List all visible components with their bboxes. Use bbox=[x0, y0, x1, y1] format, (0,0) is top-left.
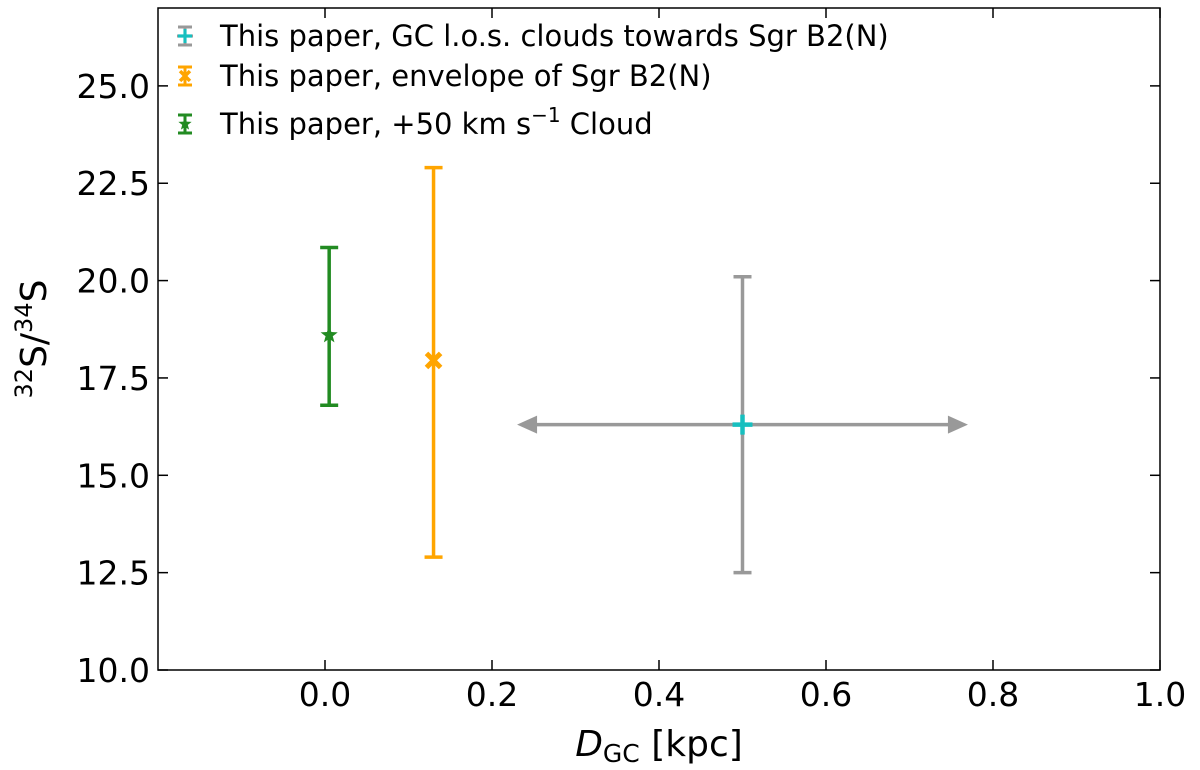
x-tick-label: 0.8 bbox=[967, 675, 1019, 714]
y-tick-label: 22.5 bbox=[77, 164, 150, 203]
legend-label-sup: −1 bbox=[531, 103, 560, 127]
x-tick-label: 0.0 bbox=[299, 675, 351, 714]
legend: This paper, GC l.o.s. clouds towards Sgr… bbox=[177, 19, 889, 141]
legend-label-main: This paper, +50 km s bbox=[219, 107, 531, 141]
legend-label-end: Cloud bbox=[561, 107, 653, 141]
arrow-left bbox=[517, 415, 538, 434]
x-tick-label: 0.4 bbox=[633, 675, 685, 714]
x-axis-title-main: D bbox=[575, 724, 603, 765]
series-1 bbox=[424, 165, 443, 559]
data-point bbox=[320, 326, 338, 343]
y-axis-title-sup1: 32 bbox=[10, 368, 38, 399]
x-axis: 0.0 0.2 0.4 0.6 0.8 1.0 bbox=[299, 8, 1186, 714]
y-axis-title-sup2: 34 bbox=[10, 302, 38, 333]
y-tick-label: 17.5 bbox=[77, 359, 150, 398]
y-axis: 10.0 12.5 15.0 17.5 20.0 22.5 25.0 bbox=[77, 67, 1160, 690]
legend-marker-shape bbox=[178, 69, 192, 83]
legend-label: This paper, envelope of Sgr B2(N) bbox=[219, 59, 712, 93]
y-axis-title-end: S bbox=[14, 280, 55, 303]
y-tick-label: 12.5 bbox=[77, 554, 150, 593]
x-axis-title: DGC [kpc] bbox=[575, 724, 743, 768]
series-0 bbox=[517, 274, 968, 575]
y-axis-title: 32S/34S bbox=[10, 280, 55, 399]
data-point bbox=[424, 351, 443, 370]
x-axis-title-sub: GC bbox=[603, 739, 640, 768]
y-tick-label: 10.0 bbox=[77, 651, 150, 690]
y-tick-label: 20.0 bbox=[77, 262, 150, 301]
legend-label: This paper, +50 km s−1 Cloud bbox=[219, 103, 653, 141]
legend-marker bbox=[178, 117, 192, 130]
data-point-shape bbox=[424, 351, 443, 370]
x-axis-title-rest: [kpc] bbox=[640, 724, 743, 765]
y-axis-title-mid: S/ bbox=[14, 332, 55, 368]
x-tick-label: 0.2 bbox=[466, 675, 518, 714]
arrow-right bbox=[947, 415, 968, 434]
x-tick-label: 0.6 bbox=[800, 675, 852, 714]
x-tick-label: 1.0 bbox=[1134, 675, 1186, 714]
legend-label: This paper, GC l.o.s. clouds towards Sgr… bbox=[219, 19, 889, 53]
data-marks bbox=[320, 165, 968, 575]
y-tick-label: 25.0 bbox=[77, 67, 150, 106]
series-2 bbox=[320, 245, 339, 407]
y-tick-label: 15.0 bbox=[77, 456, 150, 495]
data-point bbox=[732, 414, 753, 435]
legend-marker bbox=[178, 29, 192, 43]
legend-marker bbox=[178, 69, 192, 83]
